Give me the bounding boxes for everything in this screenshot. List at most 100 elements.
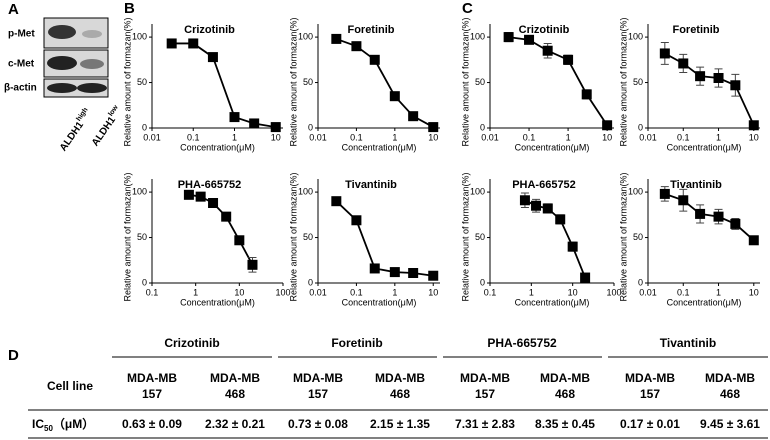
- marker: [519, 195, 530, 206]
- marker: [531, 200, 542, 211]
- x-tick-label: 0.1: [677, 287, 690, 297]
- marker: [524, 34, 535, 45]
- x-tick-label: 0.1: [523, 132, 536, 142]
- x-axis-label: Concentration(μM): [515, 142, 590, 152]
- x-tick-label: 0.1: [677, 132, 690, 142]
- y-tick-label: 100: [628, 186, 643, 196]
- ic50-value: 8.35 ± 0.45: [535, 417, 595, 431]
- line: [171, 42, 276, 128]
- drug-header: Tivantinib: [660, 336, 716, 350]
- marker: [351, 215, 362, 226]
- label-sup: low: [107, 104, 120, 118]
- y-axis-label: Relative amount of formazan(%): [618, 17, 628, 146]
- marker: [730, 218, 741, 229]
- cell-line: 468: [225, 387, 245, 401]
- x-tick-label: 0.1: [484, 287, 497, 297]
- y-tick-label: 50: [475, 232, 485, 242]
- marker: [695, 208, 706, 219]
- chart-title: Crizotinib: [519, 24, 570, 36]
- x-tick-label: 1: [193, 287, 198, 297]
- x-tick-label: 1: [716, 132, 721, 142]
- x-tick-label: 0.01: [309, 132, 327, 142]
- chart-title: Tivantinib: [345, 179, 397, 191]
- y-tick-label: 0: [308, 277, 313, 287]
- y-tick-label: 50: [303, 77, 313, 87]
- ic50-value: 9.45 ± 3.61: [700, 417, 760, 431]
- x-tick-label: 1: [392, 132, 397, 142]
- x-tick-label: 10: [749, 132, 759, 142]
- ic50-value: 2.15 ± 1.35: [370, 417, 430, 431]
- cell-line: MDA-MB: [460, 371, 510, 385]
- x-tick-label: 10: [602, 132, 612, 142]
- chart: 0 50 100 0.1 1 10 100 PHA-665752 Concentration(μ…: [122, 172, 290, 307]
- x-tick-label: 1: [392, 287, 397, 297]
- chart: 0 50 100 0.01 0.1 1 10 Tivantinib Concentration(…: [288, 172, 440, 307]
- ic50-label: IC50（μM）: [32, 416, 94, 433]
- y-tick-label: 100: [470, 31, 485, 41]
- marker: [602, 120, 613, 131]
- cell-line: MDA-MB: [210, 371, 260, 385]
- x-tick-label: 10: [749, 287, 759, 297]
- chart-title: PHA-665752: [512, 179, 576, 191]
- x-tick-label: 0.1: [350, 132, 363, 142]
- marker: [389, 91, 400, 102]
- drug-header: Foretinib: [331, 336, 382, 350]
- x-tick-label: 10: [234, 287, 244, 297]
- marker: [188, 38, 199, 49]
- x-tick-label: 1: [529, 287, 534, 297]
- table-rules: [28, 356, 768, 439]
- chart: 0 50 100 0.01 0.1 1 10 Crizotinib Concentration(…: [122, 17, 283, 152]
- marker: [555, 214, 566, 225]
- marker: [659, 48, 670, 59]
- y-tick-label: 100: [298, 186, 313, 196]
- marker: [678, 195, 689, 206]
- blot-band: [48, 25, 76, 39]
- chart: 0 50 100 0.01 0.1 1 10 Foretinib Concentration(μ…: [618, 17, 760, 152]
- marker: [748, 120, 759, 131]
- y-tick-label: 0: [308, 122, 313, 132]
- x-axis-label: Concentration(μM): [180, 142, 255, 152]
- marker: [351, 41, 362, 52]
- y-axis-label: Relative amount of formazan(%): [618, 172, 628, 301]
- y-tick-label: 50: [303, 232, 313, 242]
- marker: [563, 54, 574, 65]
- blot-row-label: p-Met: [8, 29, 35, 40]
- x-tick-label: 0.01: [639, 132, 657, 142]
- x-axis-label: Concentration(μM): [342, 142, 417, 152]
- marker: [748, 235, 759, 246]
- y-tick-label: 50: [633, 77, 643, 87]
- ic50-value: 0.73 ± 0.08: [288, 417, 348, 431]
- ic50-value: 0.63 ± 0.09: [122, 417, 182, 431]
- cell-line: 157: [640, 387, 660, 401]
- y-axis-label: Relative amount of formazan(%): [122, 17, 132, 146]
- x-tick-label: 0.01: [481, 132, 499, 142]
- y-tick-label: 100: [628, 31, 643, 41]
- blot-band: [47, 56, 77, 70]
- x-tick-label: 1: [716, 287, 721, 297]
- x-tick-label: 0.1: [350, 287, 363, 297]
- x-tick-label: 0.1: [146, 287, 159, 297]
- x-tick-label: 1: [232, 132, 237, 142]
- cell-line: MDA-MB: [293, 371, 343, 385]
- chart: 0 50 100 0.01 0.1 1 10 Foretinib Concentration(μ…: [288, 17, 440, 152]
- y-axis-label: Relative amount of formazan(%): [460, 17, 470, 146]
- marker: [713, 73, 724, 83]
- label-main: ALDH1: [90, 114, 118, 148]
- blot-band: [80, 59, 104, 69]
- label-sup: high: [75, 106, 89, 122]
- western-blot: p-Met c-Met β-actin ALDH1high ALDH1low: [4, 17, 120, 153]
- cell-line: 468: [390, 387, 410, 401]
- y-tick-label: 0: [142, 122, 147, 132]
- x-tick-label: 100: [606, 287, 621, 297]
- chart-title: Foretinib: [672, 24, 719, 36]
- y-axis-label: Relative amount of formazan(%): [288, 17, 298, 146]
- chart: 0 50 100 0.01 0.1 1 10 Crizotinib Concentration(…: [460, 17, 614, 152]
- x-axis-label: Concentration(μM): [667, 142, 742, 152]
- marker: [408, 111, 419, 122]
- marker: [166, 38, 177, 49]
- marker: [678, 58, 689, 69]
- marker: [207, 52, 218, 63]
- blot-column-label: ALDH1high: [56, 106, 94, 153]
- marker: [229, 112, 240, 123]
- cell-line: MDA-MB: [375, 371, 425, 385]
